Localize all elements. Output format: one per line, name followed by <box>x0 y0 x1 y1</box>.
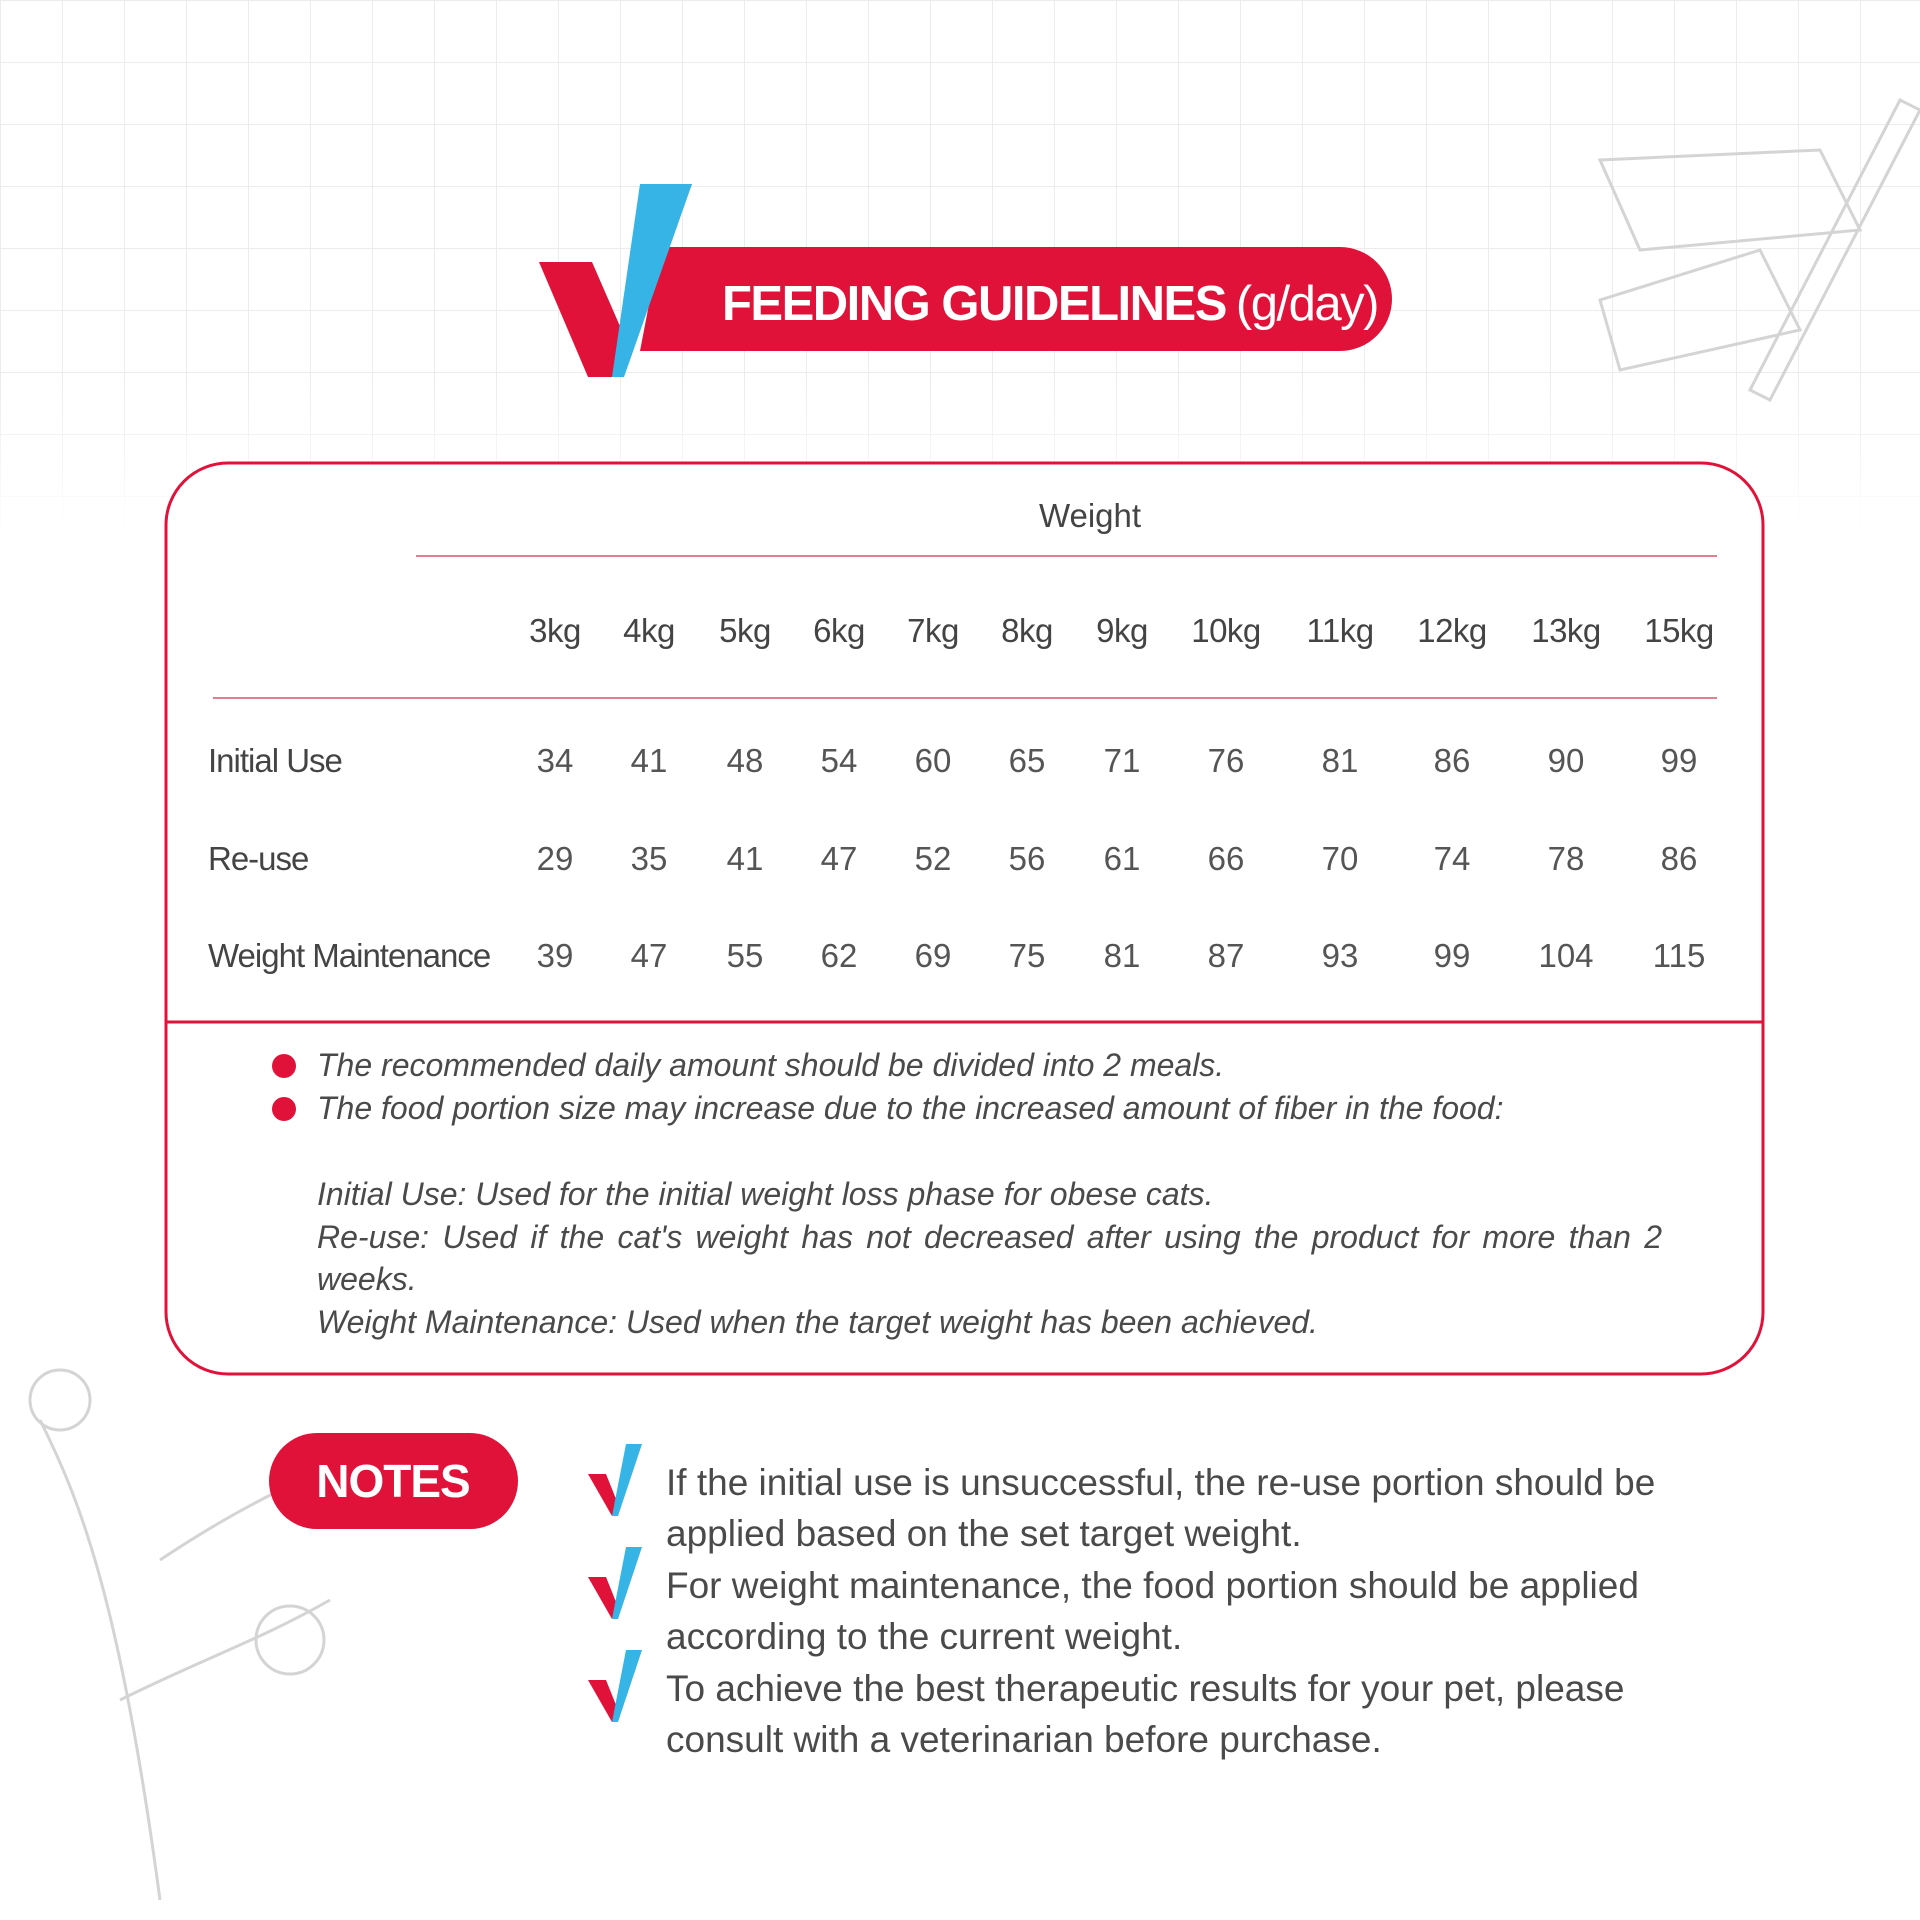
cell: 62 <box>821 937 858 974</box>
cell: 86 <box>1661 840 1698 877</box>
cell: 66 <box>1208 840 1245 877</box>
title: FEEDING GUIDELINES (g/day) <box>722 277 1378 331</box>
column-header: 4kg <box>623 612 675 649</box>
cell: 74 <box>1434 840 1471 877</box>
table-box <box>164 461 1765 1376</box>
bullet-dot <box>272 1054 296 1078</box>
title-text: FEEDING GUIDELINES <box>722 277 1226 331</box>
cell: 52 <box>915 840 952 877</box>
cell: 41 <box>631 742 668 779</box>
cell: 35 <box>631 840 668 877</box>
cell: 99 <box>1661 742 1698 779</box>
column-header: 8kg <box>1001 612 1053 649</box>
cell: 71 <box>1104 742 1141 779</box>
cell: 75 <box>1009 937 1046 974</box>
cell: 39 <box>537 937 574 974</box>
cell: 56 <box>1009 840 1046 877</box>
column-header: 10kg <box>1191 612 1261 649</box>
cell: 70 <box>1322 840 1359 877</box>
note: For weight maintenance, the food portion… <box>666 1565 1639 1657</box>
column-header: 5kg <box>719 612 771 649</box>
note-check-blue <box>612 1650 642 1722</box>
notes-pill <box>269 1433 518 1529</box>
cell: 115 <box>1653 937 1706 974</box>
notes-title: NOTES <box>316 1455 469 1507</box>
sketch <box>28 97 1920 1901</box>
column-header: 13kg <box>1531 612 1601 649</box>
cell: 90 <box>1548 742 1585 779</box>
cell: 55 <box>727 937 764 974</box>
cell: 34 <box>537 742 574 779</box>
cell: 93 <box>1322 937 1359 974</box>
note-check-red <box>588 1680 618 1722</box>
title-banner <box>640 247 1392 351</box>
cell: 99 <box>1434 937 1471 974</box>
cell: 41 <box>727 840 764 877</box>
bullet-dot <box>272 1097 296 1121</box>
group-header: Weight <box>1039 497 1141 534</box>
note-check-red <box>588 1474 618 1516</box>
bullet: The recommended daily amount should be d… <box>317 1047 1225 1083</box>
cell: 81 <box>1104 937 1141 974</box>
note-check-blue <box>612 1444 642 1516</box>
definition: Initial Use: Used for the initial weight… <box>317 1176 1214 1212</box>
row-label: Initial Use <box>208 742 342 779</box>
cell: 104 <box>1538 937 1593 974</box>
cell: 76 <box>1208 742 1245 779</box>
check-red <box>539 184 692 377</box>
note-check-blue <box>612 1547 642 1619</box>
row-label: Re-use <box>208 840 308 877</box>
note: If the initial use is unsuccessful, the … <box>666 1462 1656 1554</box>
cell: 54 <box>821 742 858 779</box>
definition: Weight Maintenance: Used when the target… <box>317 1303 1318 1340</box>
cell: 61 <box>1104 840 1141 877</box>
bullet: The food portion size may increase due t… <box>317 1090 1504 1126</box>
definitions: Initial Use: Used for the initial weight… <box>317 1173 1662 1343</box>
cell: 47 <box>821 840 858 877</box>
cell: 47 <box>631 937 668 974</box>
row-label: Weight Maintenance <box>208 937 490 974</box>
cell: 78 <box>1548 840 1585 877</box>
definition: Re-use: Used if the cat's weight has not… <box>317 1218 1662 1298</box>
cell: 86 <box>1434 742 1471 779</box>
note-check-red <box>588 1577 618 1619</box>
cell: 29 <box>537 840 574 877</box>
title-unit: (g/day) <box>1236 277 1378 331</box>
cell: 69 <box>915 937 952 974</box>
check-blue <box>612 184 692 377</box>
cell: 87 <box>1208 937 1245 974</box>
note: To achieve the best therapeutic results … <box>666 1668 1625 1760</box>
column-header: 11kg <box>1306 612 1373 649</box>
column-header: 7kg <box>907 612 959 649</box>
column-header: 6kg <box>813 612 865 649</box>
column-header: 15kg <box>1644 612 1714 649</box>
cell: 60 <box>915 742 952 779</box>
cell: 48 <box>727 742 764 779</box>
cell: 81 <box>1322 742 1359 779</box>
column-header: 3kg <box>529 612 581 649</box>
column-header: 12kg <box>1417 612 1487 649</box>
column-header: 9kg <box>1096 612 1148 649</box>
cell: 65 <box>1009 742 1046 779</box>
